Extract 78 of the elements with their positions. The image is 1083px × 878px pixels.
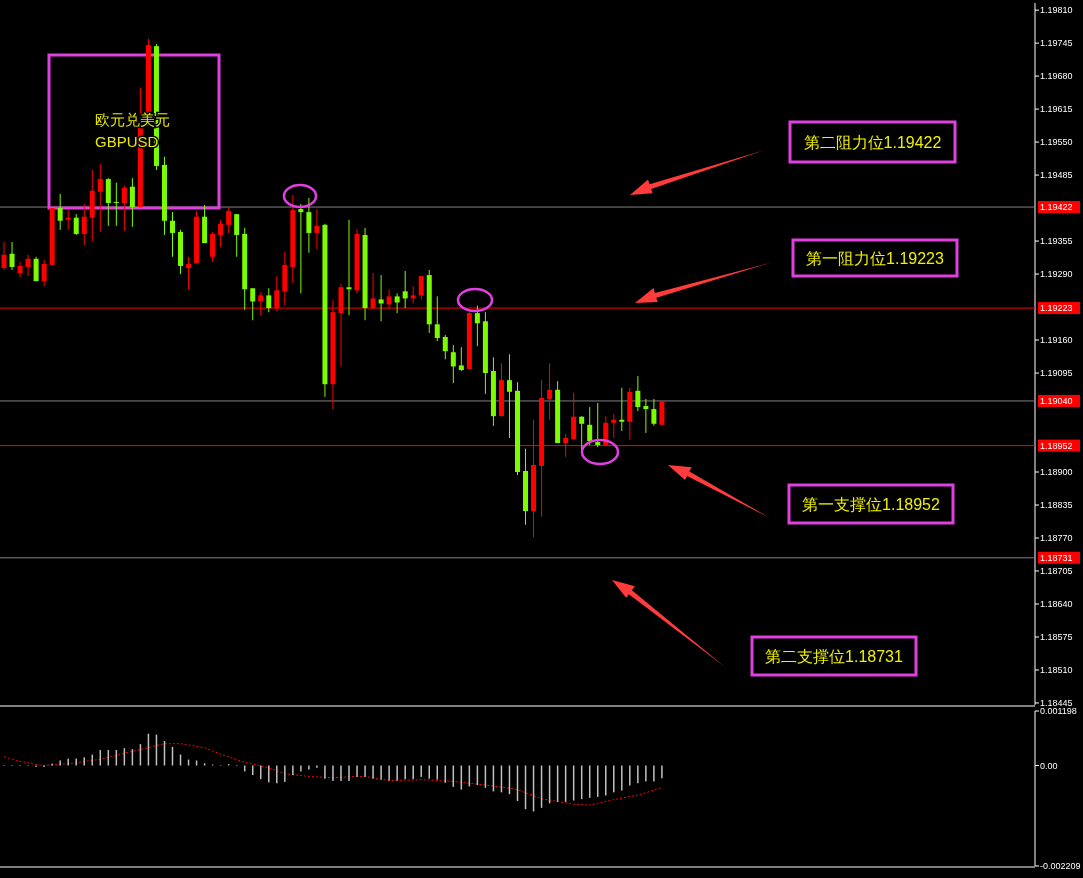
candlestick bbox=[579, 415, 585, 451]
candlestick bbox=[506, 353, 512, 439]
y-tick-label: 1.18770 bbox=[1040, 533, 1073, 544]
candlestick bbox=[450, 344, 456, 384]
candlestick bbox=[105, 177, 111, 227]
candlestick bbox=[346, 219, 352, 316]
candlestick bbox=[250, 287, 256, 321]
candlestick bbox=[25, 254, 31, 277]
y-tick-label: 1.18640 bbox=[1040, 599, 1073, 610]
y-tick-label: 0.00 bbox=[1040, 760, 1058, 771]
candlestick bbox=[474, 305, 480, 347]
ref-line-label: 1.19040 bbox=[1040, 396, 1073, 407]
candlestick bbox=[1, 241, 7, 271]
candlestick bbox=[33, 256, 39, 282]
candlestick bbox=[129, 177, 135, 228]
y-tick-label: 1.19745 bbox=[1040, 38, 1073, 49]
annotation: 第一阻力位1.19223 bbox=[806, 249, 945, 267]
candlestick bbox=[611, 413, 617, 439]
candlestick bbox=[298, 203, 304, 294]
candlestick bbox=[210, 231, 216, 263]
candlestick bbox=[186, 256, 192, 290]
y-tick-label: 1.18900 bbox=[1040, 467, 1073, 478]
candlestick bbox=[619, 387, 625, 432]
candlestick bbox=[121, 185, 127, 232]
candlestick bbox=[226, 207, 232, 234]
candlestick bbox=[547, 362, 553, 421]
y-tick-label: 1.19160 bbox=[1040, 335, 1073, 346]
annotation: 第二支撑位1.18731 bbox=[765, 647, 904, 665]
y-tick-label: 1.18835 bbox=[1040, 500, 1073, 511]
candlestick bbox=[635, 375, 641, 412]
annotation: 第一支撑位1.18952 bbox=[802, 495, 941, 513]
y-tick-label: 1.19680 bbox=[1040, 71, 1073, 82]
candlestick bbox=[595, 402, 601, 448]
y-tick-label: 1.19550 bbox=[1040, 137, 1073, 148]
candlestick bbox=[170, 211, 175, 258]
candlestick bbox=[218, 219, 224, 248]
y-tick-label: -0.002209 bbox=[1040, 861, 1081, 872]
candlestick bbox=[306, 197, 312, 254]
candlestick bbox=[266, 287, 272, 313]
candlestick bbox=[9, 241, 15, 271]
candlestick bbox=[81, 203, 87, 246]
candlestick bbox=[41, 259, 47, 287]
candlestick bbox=[65, 209, 71, 231]
y-tick-label: 1.19290 bbox=[1040, 269, 1073, 280]
y-tick-label: 1.18705 bbox=[1040, 566, 1073, 577]
candlestick bbox=[651, 398, 657, 427]
line-series bbox=[3, 743, 663, 806]
candlestick bbox=[587, 406, 593, 446]
y-tick-label: 1.18575 bbox=[1040, 632, 1073, 643]
candlestick bbox=[113, 182, 119, 227]
y-tick-label: 1.19615 bbox=[1040, 104, 1073, 115]
y-tick-label: 1.19485 bbox=[1040, 170, 1073, 181]
candlestick bbox=[571, 392, 577, 441]
candlestick bbox=[458, 346, 464, 372]
annotation: 第二阻力位1.19422 bbox=[803, 133, 942, 151]
candlestick bbox=[434, 295, 440, 342]
y-tick-label: 1.19810 bbox=[1040, 5, 1073, 16]
candlestick bbox=[643, 398, 649, 434]
ref-line-label: 1.19223 bbox=[1040, 303, 1073, 314]
candlestick bbox=[314, 208, 320, 250]
y-tick-label: 1.18510 bbox=[1040, 665, 1073, 676]
y-tick-label: 1.19095 bbox=[1040, 368, 1073, 379]
candlestick bbox=[57, 193, 63, 231]
candlestick bbox=[73, 213, 79, 236]
ref-line-label: 1.18952 bbox=[1040, 440, 1073, 451]
candlestick bbox=[402, 270, 408, 309]
y-tick-label: 1.19355 bbox=[1040, 236, 1073, 247]
candlestick bbox=[394, 292, 400, 314]
candlestick bbox=[418, 275, 424, 300]
candlestick bbox=[378, 274, 384, 322]
y-tick-label: 1.18445 bbox=[1040, 698, 1073, 709]
candlestick bbox=[97, 163, 103, 233]
candlestick bbox=[442, 334, 448, 360]
ref-line-label: 1.18731 bbox=[1040, 552, 1073, 563]
candlestick bbox=[17, 261, 23, 278]
y-tick-label: 0.001198 bbox=[1040, 706, 1077, 717]
candlestick bbox=[234, 213, 240, 258]
ref-line-label: 1.19422 bbox=[1040, 202, 1073, 213]
